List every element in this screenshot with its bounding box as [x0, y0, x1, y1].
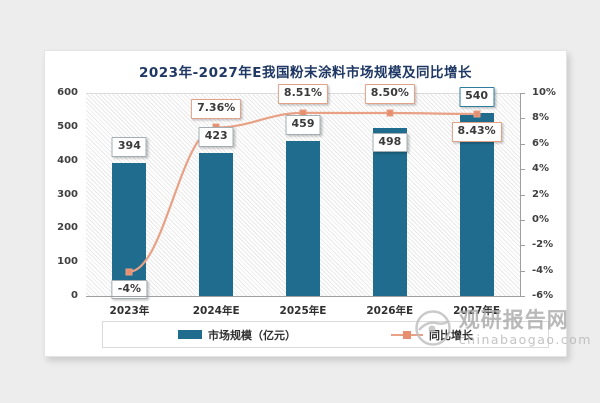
bar-series-swatch-icon [178, 330, 202, 339]
chart-title: 2023年-2027年E我国粉末涂料市场规模及同比增长 [139, 65, 472, 81]
line-series-swatch-icon [391, 330, 423, 339]
growth-value-label: 7.36% [191, 98, 242, 119]
market-size-bar [459, 113, 494, 296]
x-axis-category-label: 2024年E [192, 305, 240, 317]
x-axis-category-label: 2025年E [279, 305, 327, 317]
right-axis-tick-mark [520, 219, 525, 221]
left-axis-tick-label: 100 [57, 256, 78, 268]
watermark-name: 观研报告网 [458, 308, 569, 333]
right-axis-tick-label: -6% [532, 290, 554, 301]
legend-item-market-size: 市场规模（亿元） [178, 327, 296, 343]
left-axis-tick-label: 200 [57, 222, 78, 234]
market-size-bar [286, 140, 320, 296]
line-marker-icon [125, 268, 133, 276]
left-axis-tick-label: 500 [57, 120, 78, 132]
growth-value-label: 8.43% [451, 121, 502, 142]
plot-area: 394 423 459 498 540 -4% 7.36% 8.51% 8.50% 8.43% [86, 84, 520, 300]
right-axis-tick-mark [520, 270, 525, 272]
line-marker-icon [386, 109, 394, 117]
market-size-bar [199, 152, 234, 296]
x-axis-category-label: 2023年 [109, 305, 150, 317]
right-axis-tick-mark [520, 194, 525, 196]
right-axis-tick-label: -4% [532, 264, 554, 276]
market-size-bar [372, 127, 407, 296]
right-axis-tick-mark [520, 296, 525, 297]
x-axis-category-label: 2027年E [453, 305, 501, 317]
bar-value-label: 540 [459, 87, 495, 108]
left-axis-tick-label: 400 [57, 154, 78, 166]
chart-card: 2023年-2027年E我国粉末涂料市场规模及同比增长 394 423 459 498… [44, 50, 567, 357]
x-axis-line [86, 296, 522, 297]
legend: 市场规模（亿元） 同比增长 [102, 321, 549, 348]
watermark-domain: chinabaogao.com [458, 331, 592, 347]
right-axis-tick-label: 8% [532, 112, 549, 124]
right-axis-tick-mark [520, 169, 525, 171]
left-axis-tick-label: 600 [57, 87, 78, 98]
watermark: 观研报告网 chinabaogao.com [413, 308, 592, 348]
growth-value-label: -4% [111, 279, 148, 300]
right-axis-tick-mark [520, 245, 525, 247]
x-axis-category-label: 2026年E [366, 305, 414, 317]
right-axis-tick-label: 2% [532, 188, 549, 200]
left-axis-tick-label: 300 [57, 188, 78, 200]
right-axis-tick-label: -2% [532, 239, 554, 251]
legend-label-market-size: 市场规模（亿元） [208, 328, 296, 342]
bar-value-label: 394 [111, 136, 147, 157]
legend-item-yoy-growth: 同比增长 [391, 327, 473, 343]
left-axis-tick-label: 0 [71, 290, 78, 301]
bar-value-label: 498 [372, 132, 408, 153]
right-axis-tick-mark [520, 118, 525, 120]
growth-value-label: 8.51% [277, 84, 329, 104]
bar-value-label: 423 [198, 127, 234, 147]
right-axis-tick-label: 10% [532, 87, 556, 98]
chinabaogao-logo-icon [414, 310, 451, 346]
right-axis-tick-mark [520, 143, 525, 145]
right-axis-tick-label: 0% [532, 213, 549, 225]
line-marker-icon [473, 110, 481, 118]
growth-value-label: 8.50% [364, 84, 415, 105]
legend-label-yoy-growth: 同比增长 [429, 328, 473, 342]
right-axis-tick-label: 4% [532, 163, 549, 175]
yoy-growth-line [129, 111, 477, 273]
watermark-text: 观研报告网 chinabaogao.com [459, 309, 592, 346]
bar-value-label: 459 [285, 114, 321, 135]
right-axis-tick-mark [520, 93, 525, 94]
right-axis-tick-label: 6% [532, 137, 549, 149]
